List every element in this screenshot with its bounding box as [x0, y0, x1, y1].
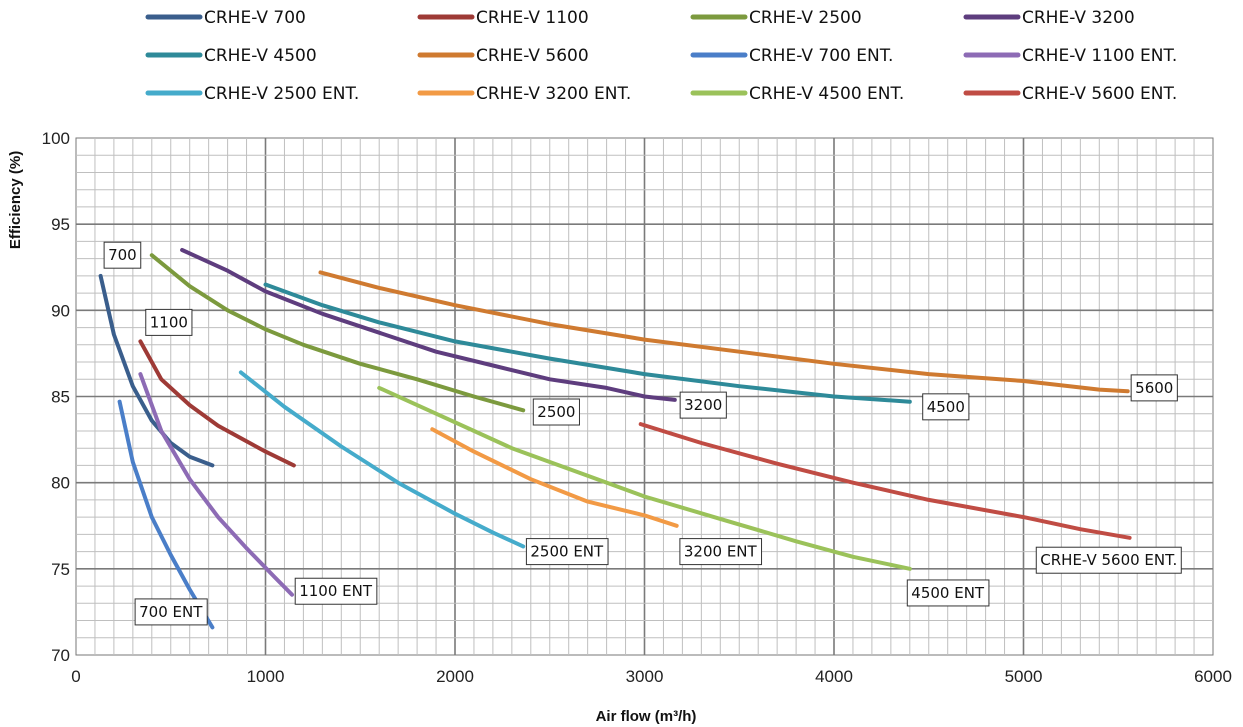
curve-label-box [922, 393, 970, 421]
curve-label-text: 5600 [1135, 379, 1173, 397]
legend-label: CRHE-V 700 ENT. [749, 46, 893, 66]
x-axis-title: Air flow (m³/h) [596, 708, 697, 725]
series-line-crhe-v-3200-ent [430, 427, 679, 528]
curve-label: 2500 [532, 398, 580, 426]
curve-label-box [294, 577, 378, 605]
curve-label-text: CRHE-V 5600 ENT. [1040, 551, 1177, 569]
legend-label: CRHE-V 700 [204, 8, 306, 28]
curve-label: CRHE-V 5600 ENT. [1035, 546, 1182, 574]
legend-item: CRHE-V 5600 [417, 46, 589, 66]
curve-label-box [1035, 546, 1182, 574]
x-tick-label: 2000 [436, 667, 474, 686]
legend-label: CRHE-V 2500 ENT. [204, 84, 359, 104]
y-axis-title: Efficiency (%) [7, 151, 24, 249]
y-tick-label: 85 [51, 388, 70, 407]
curve-label-box [906, 579, 990, 607]
legend-label: CRHE-V 3200 [1022, 8, 1135, 28]
legend-label: CRHE-V 4500 [204, 46, 317, 66]
series-line-crhe-v-4500-ent [377, 385, 912, 571]
legend-item: CRHE-V 700 ENT. [690, 46, 893, 66]
curve-label: 4500 [922, 393, 970, 421]
series-line-crhe-v-2500 [149, 253, 526, 413]
curve-label: 1100 [145, 308, 193, 336]
curve-label-box [145, 308, 193, 336]
legend-item: CRHE-V 5600 ENT. [963, 84, 1177, 104]
series-line-crhe-v-4500 [263, 282, 912, 404]
series-line-crhe-v-2500-ent [238, 370, 526, 549]
curve-label: 3200 [679, 391, 727, 419]
series-line-crhe-v-3200 [180, 248, 677, 402]
curve-label-text: 700 [108, 246, 137, 264]
curve-label-box [134, 598, 208, 626]
series-line-crhe-v-5600-ent [638, 422, 1132, 540]
curve-label-text: 2500 ENT [530, 543, 604, 561]
curve-label: 700 [103, 241, 142, 269]
y-tick-label: 95 [51, 215, 70, 234]
x-tick-label: 3000 [626, 667, 664, 686]
series-layer [98, 248, 1132, 630]
legend-item: CRHE-V 4500 ENT. [690, 84, 904, 104]
curve-label-box [1130, 374, 1178, 402]
x-tick-label: 6000 [1194, 667, 1232, 686]
legend-item: CRHE-V 1100 ENT. [963, 46, 1177, 66]
curve-label: 1100 ENT [294, 577, 378, 605]
y-tick-label: 90 [51, 301, 70, 320]
x-tick-label: 0 [71, 667, 80, 686]
legend-label: CRHE-V 4500 ENT. [749, 84, 904, 104]
curve-label: 700 ENT [134, 598, 208, 626]
curve-label-text: 700 ENT [139, 603, 203, 621]
curve-label-text: 1100 ENT [299, 582, 373, 600]
series-line-crhe-v-5600 [318, 270, 1130, 394]
legend-item: CRHE-V 3200 ENT. [417, 84, 631, 104]
legend-item: CRHE-V 700 [145, 8, 306, 28]
y-tick-label: 75 [51, 560, 70, 579]
curve-label-box [103, 241, 142, 269]
series-line-crhe-v-1100 [138, 339, 296, 468]
x-tick-label: 1000 [247, 667, 285, 686]
legend-label: CRHE-V 2500 [749, 8, 862, 28]
y-tick-label: 100 [42, 129, 70, 148]
curve-label-text: 2500 [537, 403, 575, 421]
legend-item: CRHE-V 3200 [963, 8, 1135, 28]
curve-label-text: 4500 [927, 398, 965, 416]
legend-item: CRHE-V 2500 [690, 8, 862, 28]
series-line-crhe-v-1100-ent [138, 372, 294, 597]
curve-label-box [679, 538, 763, 566]
curve-label: 4500 ENT [906, 579, 990, 607]
legend-label: CRHE-V 1100 ENT. [1022, 46, 1177, 66]
legend-label: CRHE-V 5600 [476, 46, 589, 66]
curve-label-text: 3200 ENT [684, 543, 758, 561]
annotation-layer: 700 1100 2500 3200 4500 5600 700 ENT 1100 ENT 25… [103, 241, 1182, 626]
curve-label-box [525, 538, 609, 566]
legend-item: CRHE-V 4500 [145, 46, 317, 66]
series-line-crhe-v-700 [98, 273, 215, 468]
legend-label: CRHE-V 1100 [476, 8, 589, 28]
legend-label: CRHE-V 5600 ENT. [1022, 84, 1177, 104]
y-tick-label: 80 [51, 474, 70, 493]
legend: CRHE-V 700 CRHE-V 1100 CRHE-V 2500 CRHE-V 3… [145, 8, 1177, 104]
curve-label: 3200 ENT [679, 538, 763, 566]
curve-label: 5600 [1130, 374, 1178, 402]
y-tick-label: 70 [51, 646, 70, 665]
legend-label: CRHE-V 3200 ENT. [476, 84, 631, 104]
curve-label-box [532, 398, 580, 426]
tick-labels: 0 1000 2000 3000 4000 5000 6000 70 75 80 85 90 95 100 [42, 129, 1232, 686]
curve-label-box [679, 391, 727, 419]
x-tick-label: 4000 [815, 667, 853, 686]
curve-label-text: 3200 [684, 396, 722, 414]
curve-label: 2500 ENT [525, 538, 609, 566]
curve-label-text: 4500 ENT [911, 584, 985, 602]
legend-item: CRHE-V 1100 [417, 8, 589, 28]
curve-label-text: 1100 [150, 313, 188, 331]
legend-item: CRHE-V 2500 ENT. [145, 84, 359, 104]
x-tick-label: 5000 [1005, 667, 1043, 686]
series-line-crhe-v-700-ent [117, 399, 215, 630]
